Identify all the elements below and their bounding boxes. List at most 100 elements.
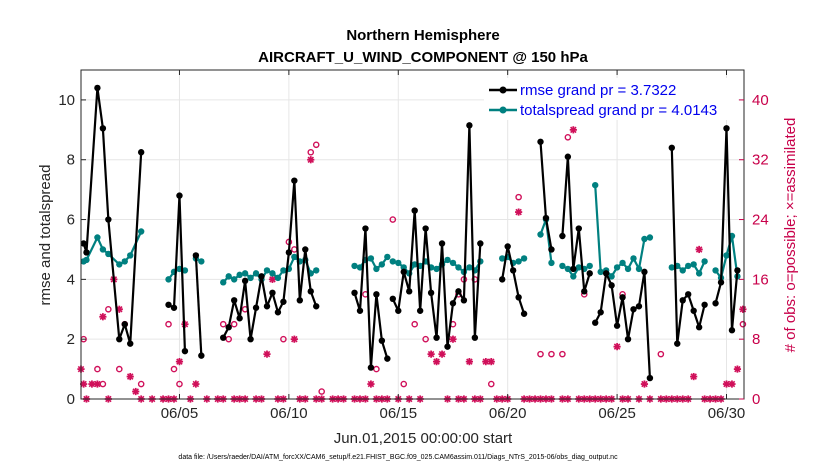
series-rmse-point — [170, 304, 178, 311]
obs-assimilated-marker — [93, 380, 102, 388]
series-rmse-point — [285, 249, 293, 256]
series-spread-point — [165, 276, 172, 283]
series-rmse-point — [613, 322, 621, 329]
x-tick-label: 06/20 — [489, 405, 527, 422]
series-rmse-point — [630, 306, 637, 313]
series-spread-point — [105, 250, 112, 258]
series-spread-point — [137, 228, 145, 235]
obs-possible-marker — [307, 148, 315, 156]
obs-assimilated-marker — [367, 380, 375, 388]
series-spread-point — [367, 255, 375, 262]
y-tick-label: 2 — [67, 331, 75, 348]
obs-assimilated-stroke — [263, 350, 271, 358]
obs-assimilated-stroke — [367, 380, 375, 388]
series-rmse-point — [116, 335, 123, 343]
obs-assimilated-marker — [175, 358, 184, 366]
series-spread-point — [444, 256, 451, 264]
series-rmse-point — [548, 246, 555, 253]
series-rmse-point — [466, 122, 473, 129]
series-rmse-point — [438, 240, 446, 247]
obs-assimilated-stroke — [176, 358, 183, 365]
series-spread-point — [575, 264, 582, 271]
series-rmse-line — [353, 227, 389, 369]
series-spread-point — [313, 267, 320, 274]
legend-rmse-marker — [499, 86, 507, 94]
obs-possible-marker — [230, 320, 238, 328]
series-rmse-point — [422, 225, 429, 232]
series-spread-point — [121, 258, 128, 265]
series-spread-point — [99, 246, 107, 253]
series-rmse-point — [176, 192, 183, 199]
obs-possible-marker — [657, 350, 665, 358]
series-rmse-point — [252, 304, 260, 311]
obs-assimilated-stroke — [734, 365, 741, 373]
series-rmse-point — [313, 303, 320, 310]
series-rmse-point — [509, 267, 517, 274]
series-spread-point — [635, 265, 643, 273]
y-tick-label: 10 — [58, 92, 75, 109]
series-spread-point — [269, 270, 276, 277]
series-rmse-point — [121, 321, 128, 328]
obs-possible-marker — [739, 320, 747, 328]
obs-possible-marker — [400, 380, 408, 388]
series-rmse-point — [83, 249, 90, 256]
series-rmse-point — [367, 364, 375, 371]
series-spread-point — [280, 267, 287, 274]
obs-possible-marker — [515, 193, 522, 201]
series-rmse-point — [400, 268, 407, 276]
series-rmse-point — [236, 315, 243, 322]
y-right-tick-label: 16 — [752, 271, 769, 288]
series-spread-point — [433, 265, 440, 273]
series-rmse-point — [241, 277, 249, 285]
series-spread-point — [712, 267, 719, 274]
series-rmse-point — [717, 279, 725, 286]
series-rmse-point — [127, 340, 134, 347]
obs-possible-marker — [559, 350, 566, 358]
legend: rmse grand pr = 3.7322 totalspread grand… — [484, 78, 738, 120]
series-spread-point — [116, 261, 123, 268]
obs-assimilated-marker — [126, 372, 134, 381]
series-rmse-point — [351, 289, 358, 297]
obs-assimilated-stroke — [728, 380, 736, 388]
series-rmse-point — [99, 125, 107, 132]
obs-assimilated-stroke — [433, 358, 440, 365]
obs-assimilated-marker — [465, 358, 473, 366]
y-right-tick-label: 8 — [752, 331, 760, 348]
obs-possible-marker — [487, 380, 495, 388]
series-rmse-point — [734, 267, 741, 274]
series-rmse-point — [384, 355, 391, 362]
obs-assimilated-stroke — [695, 246, 703, 253]
series-rmse-point — [685, 291, 692, 298]
obs-assimilated-stroke — [739, 306, 747, 313]
y-right-tick-label: 0 — [752, 391, 760, 408]
series-rmse-point — [181, 347, 189, 355]
series-rmse-point — [679, 297, 686, 304]
obs-assimilated-stroke — [641, 380, 648, 388]
series-rmse-point — [581, 288, 588, 295]
series-rmse-point — [80, 240, 87, 247]
series-spread-point — [291, 253, 298, 261]
x-tick-label: 06/25 — [598, 405, 636, 422]
obs-assimilated-marker — [132, 387, 140, 396]
obs-possible-marker — [280, 335, 287, 343]
obs-possible-marker — [318, 388, 325, 395]
obs-possible-marker — [170, 365, 178, 373]
series-rmse-point — [701, 301, 708, 308]
series-rmse-point — [575, 225, 582, 232]
series-spread-point — [597, 268, 604, 276]
series-spread-point — [263, 267, 271, 274]
obs-assimilated-marker — [569, 126, 577, 134]
y-right-tick-label: 32 — [752, 152, 769, 169]
obs-assimilated-stroke — [482, 358, 490, 365]
series-rmse-line — [670, 147, 706, 345]
y-axis-label: rmse and totalspread — [37, 165, 54, 306]
obs-assimilated-stroke — [723, 380, 730, 388]
series-rmse-point — [641, 268, 648, 276]
series-rmse-point — [559, 232, 566, 240]
obs-possible-marker — [564, 133, 572, 141]
series-spread-point — [466, 264, 473, 271]
series-spread-point — [395, 259, 402, 267]
obs-assimilated-marker — [728, 380, 736, 388]
series-rmse-point — [356, 307, 364, 314]
